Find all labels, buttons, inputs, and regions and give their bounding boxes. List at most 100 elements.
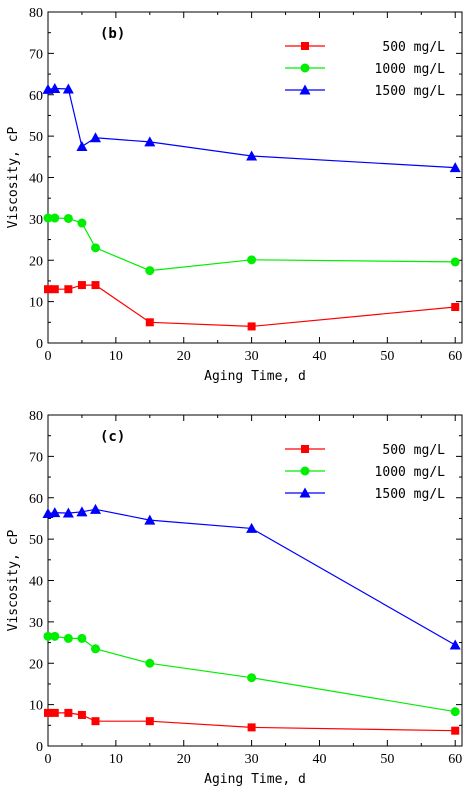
data-point (50, 631, 60, 641)
data-point (50, 285, 59, 294)
y-axis-title: Viscosity, cP (6, 529, 21, 631)
data-point (247, 723, 256, 732)
y-tick-label: 0 (36, 337, 43, 352)
data-point (247, 673, 257, 683)
data-point (145, 658, 155, 668)
data-point (246, 522, 258, 533)
y-tick-label: 80 (29, 409, 43, 424)
data-point (450, 257, 460, 267)
legend-marker (300, 466, 310, 476)
series-2 (43, 213, 460, 276)
data-point (246, 150, 258, 161)
y-tick-label: 40 (29, 575, 43, 590)
legend-marker (299, 84, 311, 95)
x-tick-label: 60 (448, 752, 462, 767)
legend-entry: 1500 mg/L (375, 84, 446, 99)
series-3 (42, 83, 461, 173)
x-tick-label: 30 (245, 752, 259, 767)
y-tick-label: 10 (29, 699, 43, 714)
x-tick-label: 30 (245, 349, 259, 364)
data-point (247, 255, 257, 265)
legend-entry: 1000 mg/L (375, 62, 446, 77)
legend-entry: 500 mg/L (382, 40, 445, 55)
data-point (63, 213, 73, 223)
y-tick-label: 70 (29, 47, 43, 62)
series-line (48, 284, 456, 328)
x-tick-label: 10 (109, 752, 123, 767)
data-point (77, 281, 86, 290)
series-2 (43, 631, 460, 717)
data-point (63, 633, 73, 643)
y-tick-label: 30 (29, 616, 43, 631)
y-tick-label: 60 (29, 89, 43, 104)
data-point (145, 318, 154, 327)
legend: 500 mg/L 1000 mg/L 1500 mg/L (285, 443, 445, 502)
y-tick-label: 50 (29, 130, 43, 145)
data-point (49, 507, 61, 518)
y-tick-label: 0 (36, 740, 43, 755)
legend-marker (301, 445, 309, 453)
legend-entry: 1500 mg/L (375, 487, 446, 502)
data-point (91, 281, 100, 290)
data-point (449, 162, 461, 173)
chart-panel-2: 0 10 20 30 40 50 60 0 10 20 30 40 50 60 70 80 Aging Time… (6, 409, 463, 787)
series-3 (42, 503, 461, 650)
data-point (145, 717, 154, 726)
data-point (62, 83, 74, 94)
data-point (451, 303, 460, 312)
data-point (43, 631, 53, 641)
legend: 500 mg/L 1000 mg/L 1500 mg/L (285, 40, 445, 99)
data-point (247, 322, 256, 331)
series-1 (44, 708, 460, 735)
x-tick-label: 20 (177, 752, 191, 767)
data-point (91, 644, 101, 654)
data-point (49, 83, 61, 94)
x-tick-label: 20 (177, 349, 191, 364)
x-tick-label: 10 (109, 349, 123, 364)
data-point (91, 243, 101, 253)
y-tick-label: 70 (29, 450, 43, 465)
data-point (76, 140, 88, 151)
x-axis-title: Aging Time, d (204, 772, 306, 787)
data-point (62, 507, 74, 518)
data-point (145, 266, 155, 276)
panel-label: (b) (100, 26, 125, 42)
data-point (144, 136, 156, 147)
legend-entry: 500 mg/L (382, 443, 445, 458)
y-tick-label: 20 (29, 254, 43, 269)
data-point (44, 285, 52, 294)
x-tick-label: 40 (312, 752, 326, 767)
data-point (450, 707, 460, 717)
legend-marker (300, 63, 310, 73)
data-point (64, 708, 73, 717)
data-point (451, 726, 460, 735)
data-point (91, 717, 100, 726)
data-point (76, 506, 88, 517)
data-point (64, 285, 73, 294)
x-tick-label: 50 (380, 349, 394, 364)
panel-label: (c) (100, 429, 125, 445)
y-tick-label: 30 (29, 213, 43, 228)
data-point (50, 213, 60, 223)
x-tick-label: 60 (448, 349, 462, 364)
y-tick-label: 50 (29, 533, 43, 548)
x-tick-label: 40 (312, 349, 326, 364)
data-point (44, 708, 52, 717)
x-tick-label: 0 (45, 752, 52, 767)
data-point (50, 708, 59, 717)
legend-marker (299, 487, 311, 498)
y-tick-label: 10 (29, 296, 43, 311)
data-point (144, 514, 156, 525)
y-tick-label: 40 (29, 172, 43, 187)
data-point (77, 710, 86, 719)
data-point (77, 633, 87, 643)
y-tick-label: 60 (29, 492, 43, 507)
y-tick-label: 20 (29, 657, 43, 672)
data-point (90, 503, 102, 514)
x-axis-title: Aging Time, d (204, 369, 306, 384)
y-axis-title: Viscosity, cP (6, 126, 21, 228)
legend-entry: 1000 mg/L (375, 465, 446, 480)
x-tick-label: 50 (380, 752, 394, 767)
data-point (77, 218, 87, 228)
